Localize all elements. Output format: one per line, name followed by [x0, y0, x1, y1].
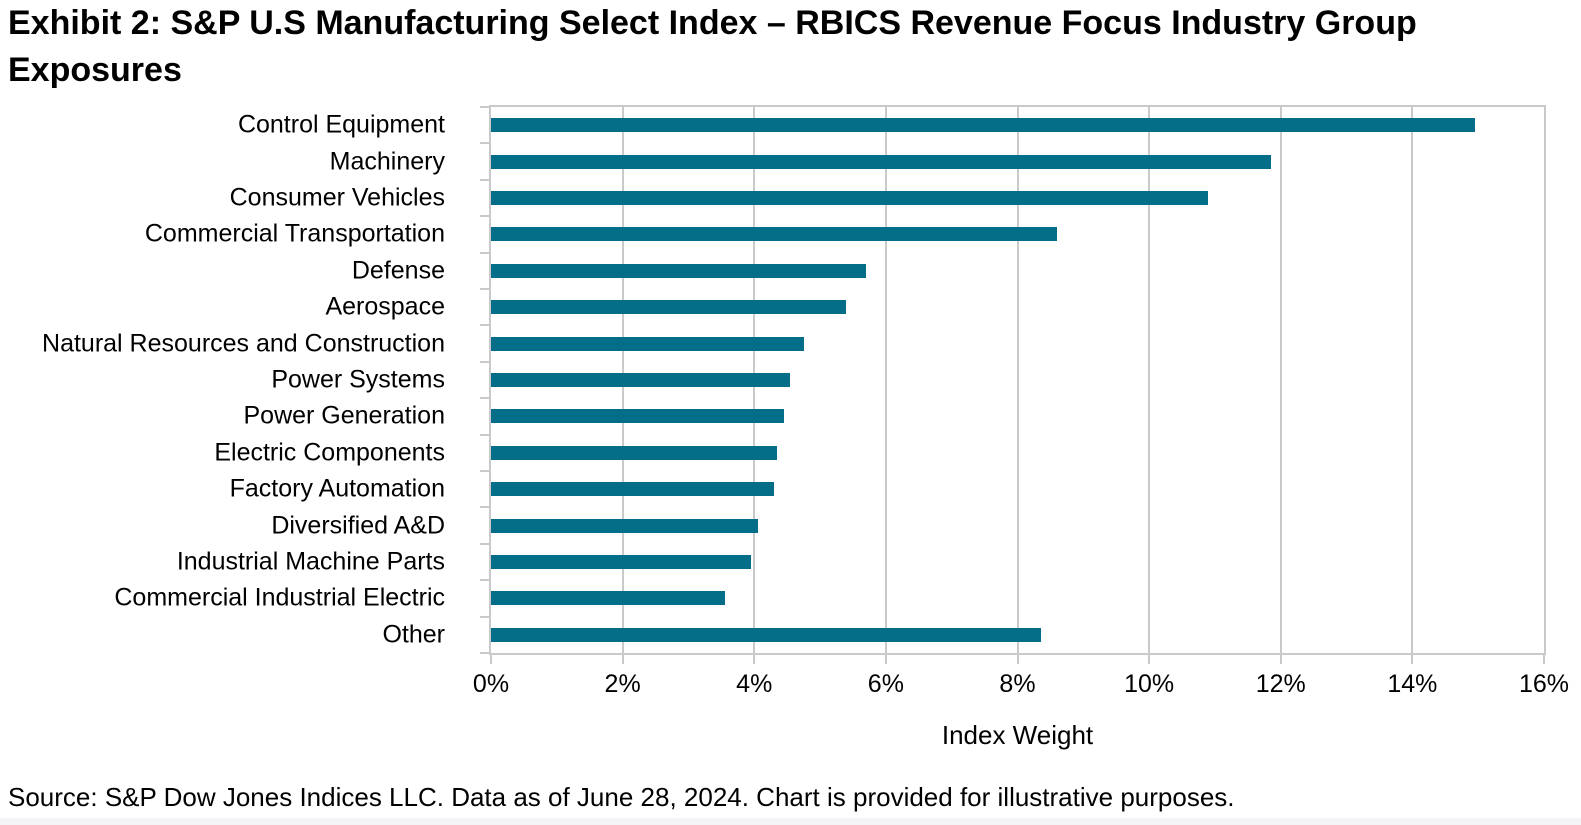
- x-tick-mark: [753, 655, 756, 664]
- y-tick-mark: [480, 615, 489, 618]
- x-tick-label: 4%: [736, 670, 773, 698]
- x-axis-title: Index Weight: [941, 720, 1094, 750]
- y-tick-mark: [480, 288, 489, 290]
- y-tick-mark: [480, 542, 489, 545]
- x-tick-mark: [1148, 655, 1151, 664]
- y-tick-mark: [480, 142, 489, 145]
- category-label: Machinery: [329, 147, 445, 176]
- y-tick-mark: [480, 251, 489, 254]
- y-tick-mark: [480, 506, 489, 509]
- bar: [491, 118, 1475, 133]
- x-tick-label: 12%: [1255, 670, 1306, 698]
- y-tick-mark: [480, 433, 489, 436]
- bottom-edge-strip: [0, 818, 1581, 825]
- y-tick-mark: [480, 579, 489, 582]
- x-tick-mark: [1543, 655, 1545, 664]
- y-tick-mark: [480, 652, 489, 654]
- category-label: Commercial Transportation: [144, 219, 445, 248]
- bar: [491, 300, 847, 315]
- y-tick-mark: [480, 324, 489, 327]
- category-label: Diversified A&D: [271, 511, 445, 540]
- bar: [491, 627, 1041, 642]
- bar: [491, 555, 751, 569]
- category-label: Power Systems: [271, 365, 445, 394]
- gridline-x-8: [1016, 107, 1019, 653]
- bar: [491, 263, 867, 278]
- y-tick-mark: [480, 215, 489, 218]
- x-tick-mark: [1016, 655, 1019, 664]
- category-label: Defense: [351, 256, 445, 285]
- y-tick-mark: [480, 397, 489, 400]
- gridline-x-14: [1411, 107, 1414, 653]
- category-label: Consumer Vehicles: [229, 183, 445, 212]
- category-label: Power Generation: [243, 401, 445, 430]
- category-label: Aerospace: [325, 292, 445, 321]
- y-tick-mark: [480, 178, 489, 181]
- bar: [491, 191, 1209, 205]
- x-tick-mark: [1411, 655, 1414, 664]
- bar: [491, 373, 791, 387]
- chart-title: Exhibit 2: S&P U.S Manufacturing Select …: [8, 4, 1417, 89]
- x-tick-mark: [490, 655, 492, 664]
- bar: [491, 154, 1271, 169]
- bar: [491, 409, 784, 424]
- bar: [491, 482, 774, 497]
- category-label: Factory Automation: [229, 474, 445, 503]
- x-tick-mark: [884, 655, 887, 664]
- gridline-x-6: [884, 107, 887, 653]
- category-label: Other: [382, 620, 445, 649]
- x-tick-label: 6%: [867, 670, 904, 698]
- y-tick-mark: [480, 106, 489, 108]
- bar: [491, 336, 804, 351]
- x-tick-label: 10%: [1124, 670, 1175, 698]
- category-label: Commercial Industrial Electric: [114, 583, 445, 612]
- x-tick-label: 2%: [604, 670, 641, 698]
- gridline-x-12: [1279, 107, 1282, 653]
- x-tick-mark: [621, 655, 624, 664]
- bar: [491, 445, 778, 460]
- x-tick-label: 14%: [1387, 670, 1438, 698]
- x-tick-label: 8%: [999, 670, 1036, 698]
- y-axis-category-labels: Control Equipment Machinery Consumer Vehic…: [0, 105, 467, 655]
- category-label: Natural Resources and Construction: [42, 329, 445, 358]
- plot-area: [489, 105, 1546, 655]
- category-label: Control Equipment: [237, 110, 445, 139]
- x-tick-label: 0%: [472, 670, 510, 698]
- bar: [491, 227, 1057, 242]
- y-tick-mark: [480, 360, 489, 363]
- x-tick-mark: [1279, 655, 1282, 664]
- source-note: Source: S&P Dow Jones Indices LLC. Data …: [8, 782, 1235, 812]
- y-tick-mark: [480, 470, 489, 472]
- bar: [491, 518, 758, 533]
- category-label: Industrial Machine Parts: [176, 547, 445, 576]
- category-label: Electric Components: [214, 438, 445, 467]
- bar: [491, 591, 725, 606]
- gridline-x-10: [1148, 107, 1151, 653]
- x-tick-label: 16%: [1518, 670, 1570, 698]
